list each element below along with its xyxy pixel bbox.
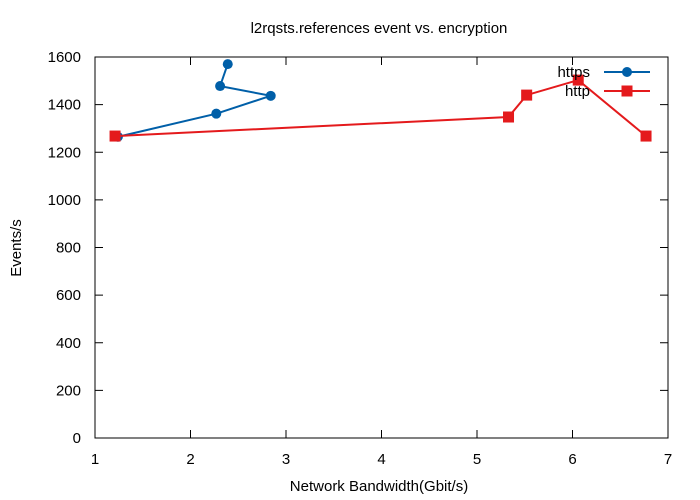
series-http [109, 74, 652, 142]
data-point-https [211, 108, 222, 119]
y-tick-label: 1400 [48, 97, 81, 114]
data-point-http [503, 111, 515, 123]
y-tick-label: 400 [56, 335, 81, 352]
y-tick-label: 1600 [48, 49, 81, 66]
y-tick-label: 0 [73, 430, 81, 447]
x-tick-label: 4 [377, 451, 385, 468]
axes: 1 2 3 4 5 6 7 0 200 400 600 800 1000 1200 1400 1600 [48, 49, 673, 468]
data-point-https [215, 81, 226, 92]
x-axis-label: Network Bandwidth(Gbit/s) [290, 478, 468, 495]
y-tick-label: 600 [56, 287, 81, 304]
x-tick-label: 1 [91, 451, 99, 468]
data-point-https [265, 90, 276, 101]
x-tick-label: 2 [186, 451, 194, 468]
legend-marker-https [622, 67, 632, 77]
legend-marker-http [621, 85, 633, 97]
y-axis-label: Events/s [8, 219, 25, 277]
y-tick-label: 1200 [48, 144, 81, 161]
x-tick-label: 6 [568, 451, 576, 468]
plot-series [109, 59, 652, 142]
x-tick-label: 5 [473, 451, 481, 468]
data-point-https [222, 59, 233, 70]
legend-label-http: http [565, 83, 590, 100]
legend: https http [557, 64, 650, 100]
y-tick-label: 1000 [48, 192, 81, 209]
y-tick-label: 200 [56, 382, 81, 399]
x-tick-label: 3 [282, 451, 290, 468]
data-point-http [640, 130, 652, 142]
y-tick-label: 800 [56, 240, 81, 257]
chart-title: l2rqsts.references event vs. encryption [251, 20, 508, 37]
data-point-http [521, 89, 533, 101]
x-tick-label: 7 [664, 451, 672, 468]
data-point-http [572, 74, 584, 86]
legend-label-https: https [557, 64, 590, 81]
data-point-http [109, 130, 121, 142]
